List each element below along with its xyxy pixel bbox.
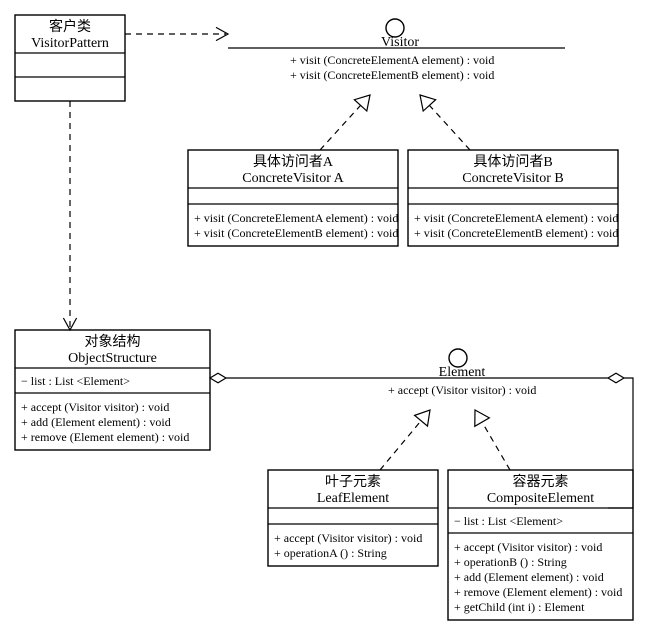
element-method-0: + accept (Visitor visitor) : void xyxy=(388,383,536,397)
cvB-title-en: ConcreteVisitor B xyxy=(462,171,563,186)
realize-cvA xyxy=(320,105,361,150)
composite-op-3: + remove (Element element) : void xyxy=(454,585,622,599)
client-title-en: VisitorPattern xyxy=(31,36,109,51)
realize-cvB xyxy=(429,105,470,150)
objStruct-op-0: + accept (Visitor visitor) : void xyxy=(21,400,169,414)
leaf-title-en: LeafElement xyxy=(317,491,389,506)
leaf-op-0: + accept (Visitor visitor) : void xyxy=(274,531,422,545)
cvB-op-0: + visit (ConcreteElementA element) : voi… xyxy=(414,211,618,225)
cvA-title-en: ConcreteVisitor A xyxy=(242,171,344,186)
composite-op-4: + getChild (int i) : Element xyxy=(454,600,585,614)
leaf-title-cn: 叶子元素 xyxy=(325,474,381,490)
cvB-title-cn: 具体访问者B xyxy=(473,154,552,170)
visitor-name: Visitor xyxy=(381,35,419,50)
cvA-op-0: + visit (ConcreteElementA element) : voi… xyxy=(194,211,398,225)
objStruct-title-cn: 对象结构 xyxy=(85,334,141,350)
cvA-title-cn: 具体访问者A xyxy=(253,154,334,170)
composite-op-1: + operationB () : String xyxy=(454,555,567,569)
objStruct-title-en: ObjectStructure xyxy=(68,351,157,366)
objStruct-attr-0: − list : List <Element> xyxy=(21,374,130,388)
visitor-method-1: + visit (ConcreteElementB element) : voi… xyxy=(290,68,494,82)
element-name: Element xyxy=(439,365,486,380)
cvB-op-1: + visit (ConcreteElementB element) : voi… xyxy=(414,226,618,240)
cvA-op-1: + visit (ConcreteElementB element) : voi… xyxy=(194,226,398,240)
objStruct-op-2: + remove (Element element) : void xyxy=(21,430,189,444)
composite-attr-0: − list : List <Element> xyxy=(454,514,563,528)
client-title-cn: 客户类 xyxy=(49,18,91,35)
composite-title-en: CompositeElement xyxy=(487,491,594,506)
composite-title-cn: 容器元素 xyxy=(513,473,569,490)
visitor-method-0: + visit (ConcreteElementA element) : voi… xyxy=(290,53,494,67)
composite-op-0: + accept (Visitor visitor) : void xyxy=(454,540,602,554)
objStruct-op-1: + add (Element element) : void xyxy=(21,415,171,429)
realize-leaf xyxy=(380,421,421,470)
leaf-op-1: + operationA () : String xyxy=(274,546,387,560)
composite-op-2: + add (Element element) : void xyxy=(454,570,604,584)
realize-composite xyxy=(482,422,510,470)
